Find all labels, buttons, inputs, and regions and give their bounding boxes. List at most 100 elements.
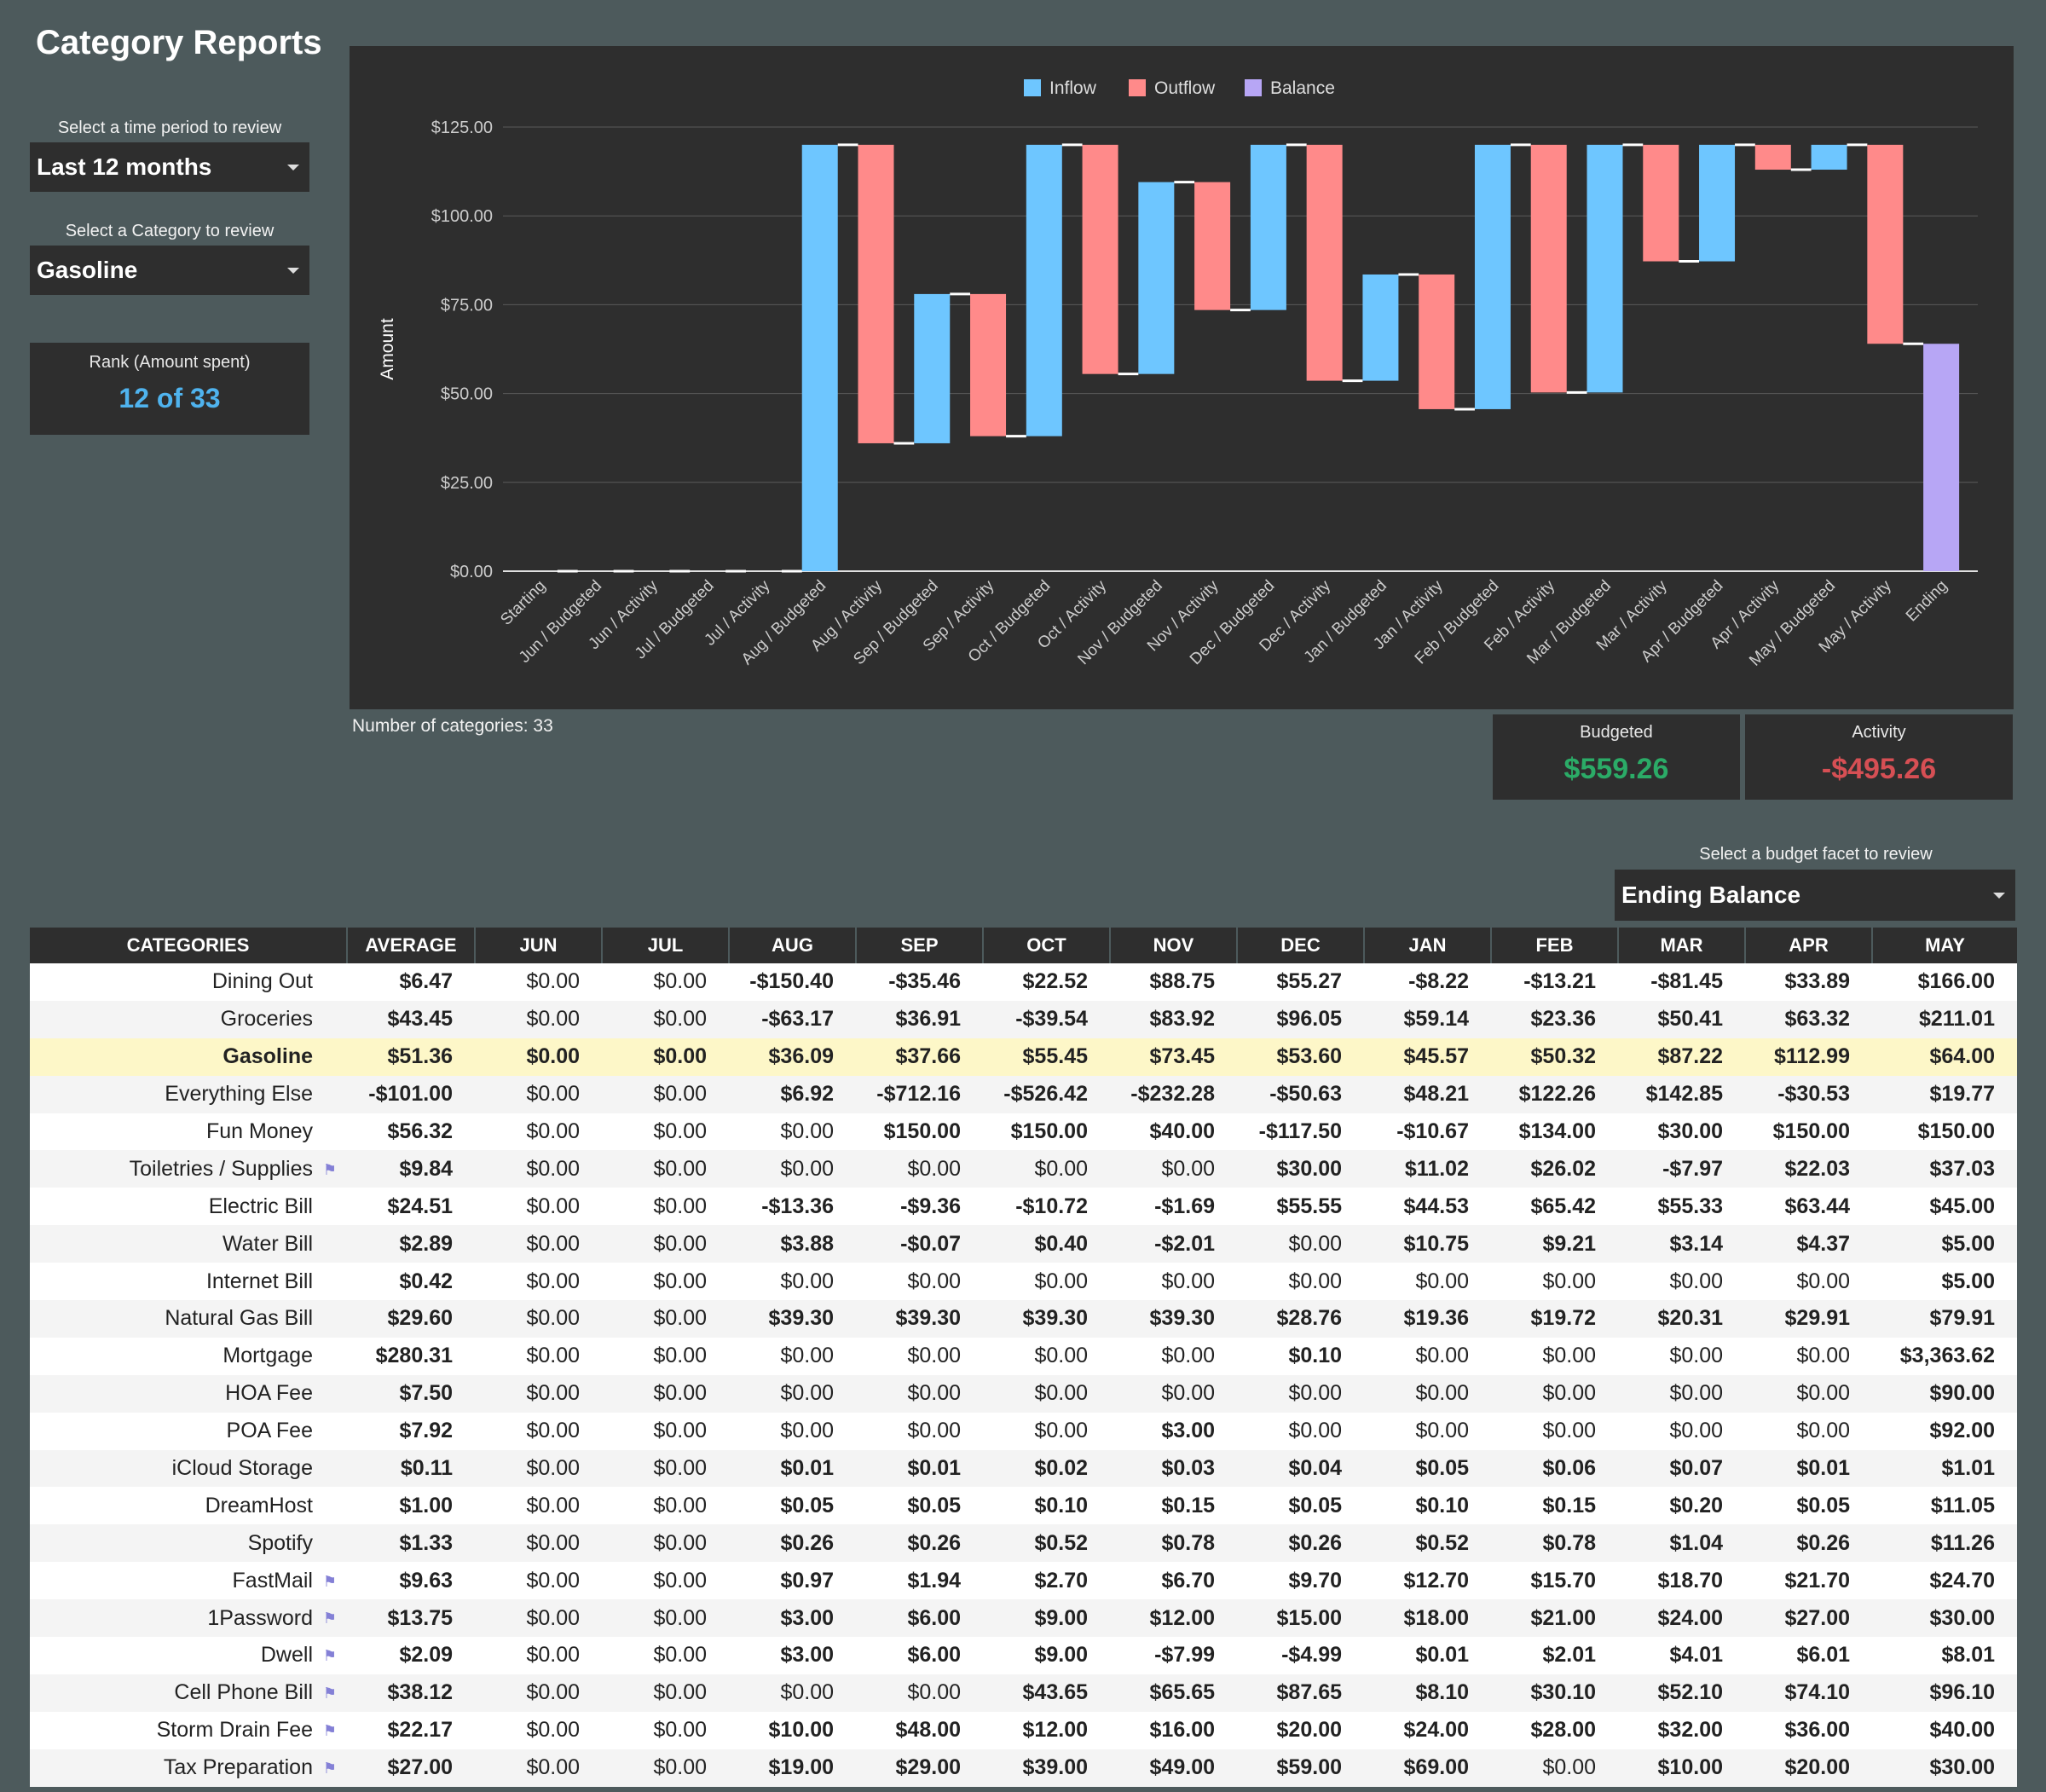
table-row[interactable]: 1Password ⚑ $13.75 $0.00 $0.00 $3.00 $6.00 $9.0… — [30, 1599, 2017, 1638]
column-header-jun[interactable]: JUN — [474, 928, 602, 963]
column-header-jan[interactable]: JAN — [1363, 928, 1491, 963]
table-row[interactable]: Spotify $1.33 $0.00 $0.00 $0.26 $0.26 $0.52 $0.… — [30, 1524, 2017, 1563]
table-row[interactable]: Gasoline $51.36 $0.00 $0.00 $36.09 $37.66 $55.… — [30, 1038, 2017, 1076]
value-cell: $64.00 — [1872, 1038, 2017, 1076]
value-cell: $0.00 — [1237, 1412, 1364, 1450]
legend-entry: Balance — [1270, 78, 1335, 98]
value-cell: $33.89 — [1745, 963, 1872, 1001]
column-header-average[interactable]: AVERAGE — [346, 928, 475, 963]
table-row[interactable]: HOA Fee $7.50 $0.00 $0.00 $0.00 $0.00 $0.00 $0.… — [30, 1374, 2017, 1413]
value-cell: $0.00 — [475, 1711, 602, 1749]
table-row[interactable]: Dwell ⚑ $2.09 $0.00 $0.00 $3.00 $6.00 $9.00 -$7.… — [30, 1637, 2017, 1674]
column-header-apr[interactable]: APR — [1744, 928, 1872, 963]
value-cell: $0.01 — [729, 1449, 856, 1488]
value-cell: $65.65 — [1110, 1673, 1237, 1712]
value-cell: $0.00 — [1110, 1337, 1237, 1375]
value-cell: $11.02 — [1364, 1150, 1491, 1188]
value-cell: $150.00 — [856, 1113, 983, 1151]
value-cell: $65.42 — [1491, 1188, 1618, 1226]
legend-swatch — [1245, 79, 1262, 96]
value-cell: $122.26 — [1491, 1075, 1618, 1113]
value-cell: $0.00 — [1745, 1337, 1872, 1375]
value-cell: $0.00 — [1618, 1412, 1745, 1450]
table-row[interactable]: Tax Preparation ⚑ $27.00 $0.00 $0.00 $19.00 $2… — [30, 1749, 2017, 1787]
value-cell: $8.10 — [1364, 1673, 1491, 1712]
table-row[interactable]: POA Fee $7.92 $0.00 $0.00 $0.00 $0.00 $0.00 $3.… — [30, 1412, 2017, 1450]
column-header-sep[interactable]: SEP — [855, 928, 983, 963]
activity-value: -$495.26 — [1821, 753, 1937, 785]
y-tick-label: $25.00 — [441, 474, 493, 493]
value-cell: $83.92 — [1110, 1000, 1237, 1038]
column-header-nov[interactable]: NOV — [1109, 928, 1237, 963]
value-cell: $20.31 — [1618, 1300, 1745, 1338]
table-row[interactable]: Storm Drain Fee ⚑ $22.17 $0.00 $0.00 $10.00 $4… — [30, 1711, 2017, 1749]
table-row[interactable]: Everything Else -$101.00 $0.00 $0.00 $6.92 -$… — [30, 1075, 2017, 1113]
value-cell: $15.70 — [1491, 1562, 1618, 1600]
facet-value: Ending Balance — [1621, 882, 1801, 908]
table-row[interactable]: DreamHost $1.00 $0.00 $0.00 $0.05 $0.05 $0.10 $… — [30, 1487, 2017, 1525]
value-cell: -$13.21 — [1491, 963, 1618, 1001]
table-row[interactable]: Mortgage $280.31 $0.00 $0.00 $0.00 $0.00 $0.00… — [30, 1337, 2017, 1375]
value-cell: -$9.36 — [856, 1188, 983, 1226]
column-header-mar[interactable]: MAR — [1617, 928, 1745, 963]
page-title: Category Reports — [36, 24, 322, 61]
column-header-aug[interactable]: AUG — [728, 928, 856, 963]
value-cell: $55.55 — [1237, 1188, 1364, 1226]
value-cell: $5.00 — [1872, 1225, 2017, 1263]
y-axis-label: Amount — [378, 318, 397, 380]
table-row[interactable]: iCloud Storage $0.11 $0.00 $0.00 $0.01 $0.01 $… — [30, 1449, 2017, 1488]
value-cell: $55.27 — [1237, 963, 1364, 1001]
value-cell: $0.00 — [475, 1113, 602, 1151]
category-name: FastMail — [232, 1568, 313, 1593]
value-cell: -$7.99 — [1110, 1637, 1237, 1674]
value-cell: $0.00 — [602, 1673, 729, 1712]
category-name: Dwell — [260, 1643, 313, 1668]
column-header-oct[interactable]: OCT — [982, 928, 1110, 963]
flag-icon: ⚑ — [322, 1160, 338, 1178]
value-cell: $0.26 — [729, 1524, 856, 1563]
time-period-dropdown[interactable]: Last 12 months — [30, 142, 309, 192]
budget-facet-dropdown[interactable]: Ending Balance — [1615, 870, 2015, 921]
value-cell: $0.00 — [1491, 1337, 1618, 1375]
table-row[interactable]: Electric Bill $24.51 $0.00 $0.00 -$13.36 -$9.… — [30, 1188, 2017, 1226]
table-row[interactable]: Internet Bill $0.42 $0.00 $0.00 $0.00 $0.00 $0… — [30, 1263, 2017, 1301]
column-header-dec[interactable]: DEC — [1236, 928, 1364, 963]
table-row[interactable]: Natural Gas Bill $29.60 $0.00 $0.00 $39.30 $3… — [30, 1300, 2017, 1338]
value-cell: $0.00 — [1618, 1337, 1745, 1375]
value-cell: $1.94 — [856, 1562, 983, 1600]
value-cell: $24.00 — [1364, 1711, 1491, 1749]
table-row[interactable]: Groceries $43.45 $0.00 $0.00 -$63.17 $36.91 -$… — [30, 1000, 2017, 1038]
category-dropdown[interactable]: Gasoline — [30, 246, 309, 295]
column-header-may[interactable]: MAY — [1871, 928, 2017, 963]
table-row[interactable]: Cell Phone Bill ⚑ $38.12 $0.00 $0.00 $0.00 $0.… — [30, 1673, 2017, 1712]
value-cell: $19.00 — [729, 1749, 856, 1787]
column-header-jul[interactable]: JUL — [601, 928, 729, 963]
table-row[interactable]: Toiletries / Supplies ⚑ $9.84 $0.00 $0.00 $0.… — [30, 1150, 2017, 1188]
value-cell: $0.52 — [1364, 1524, 1491, 1563]
value-cell: $0.00 — [1237, 1225, 1364, 1263]
value-cell: $12.00 — [1110, 1599, 1237, 1638]
column-header-feb[interactable]: FEB — [1490, 928, 1618, 963]
table-row[interactable]: Dining Out $6.47 $0.00 $0.00 -$150.40 -$35.46… — [30, 963, 2017, 1001]
average-cell: $56.32 — [347, 1113, 475, 1151]
value-cell: -$150.40 — [729, 963, 856, 1001]
value-cell: $59.14 — [1364, 1000, 1491, 1038]
value-cell: $4.01 — [1618, 1637, 1745, 1674]
value-cell: $0.00 — [475, 1562, 602, 1600]
value-cell: $0.00 — [856, 1673, 983, 1712]
value-cell: $0.10 — [983, 1487, 1110, 1525]
value-cell: -$30.53 — [1745, 1075, 1872, 1113]
value-cell: $0.00 — [1491, 1374, 1618, 1413]
column-header-categories[interactable]: CATEGORIES — [30, 928, 347, 963]
category-cell: Mortgage — [30, 1337, 347, 1375]
rank-label: Rank (Amount spent) — [89, 353, 251, 372]
value-cell: $36.00 — [1745, 1711, 1872, 1749]
table-row[interactable]: Fun Money $56.32 $0.00 $0.00 $0.00 $150.00 $15… — [30, 1113, 2017, 1151]
table-row[interactable]: Water Bill $2.89 $0.00 $0.00 $3.88 -$0.07 $0.4… — [30, 1225, 2017, 1263]
value-cell: $39.30 — [729, 1300, 856, 1338]
value-cell: $0.00 — [729, 1150, 856, 1188]
value-cell: $0.05 — [1745, 1487, 1872, 1525]
caret-down-icon — [1993, 893, 2005, 899]
table-row[interactable]: FastMail ⚑ $9.63 $0.00 $0.00 $0.97 $1.94 $2.70 $… — [30, 1562, 2017, 1600]
value-cell: $30.00 — [1872, 1599, 2017, 1638]
